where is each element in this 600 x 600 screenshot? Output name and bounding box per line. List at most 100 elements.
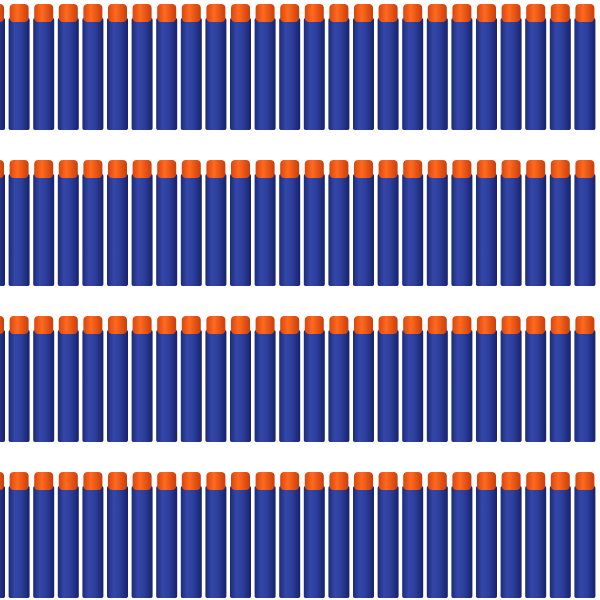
dart-body [254,486,276,598]
dart-cap [206,4,226,22]
dart-body [107,330,128,442]
dart-body [574,330,596,442]
dart-body [0,18,5,130]
dart-cap [108,160,127,178]
dart-body [82,330,104,442]
dart-cap [501,472,521,490]
dart-cap [157,4,177,22]
dart-cap [354,160,373,178]
dart-cap [9,160,29,178]
dart-body [574,486,596,598]
dart-body [353,486,374,598]
dart-cap [132,4,152,22]
dart-body [549,486,571,598]
dart-body [303,174,325,286]
dart-cap [280,316,300,334]
dart-body [476,330,497,442]
dart-cap [9,472,29,490]
dart-cap [34,316,54,334]
dart-cap [452,472,472,490]
dart-cap [501,316,521,334]
dart-cap [354,316,373,334]
dart-body [131,174,153,286]
dart-cap [58,472,78,490]
dart-cap [231,160,250,178]
dart-body [451,174,473,286]
dart-cap [452,160,472,178]
dart-cap [354,4,373,22]
dart-cap [9,316,29,334]
dart-body [82,18,104,130]
dart-cap [550,160,570,178]
dart-cap [427,472,447,490]
dart-cap [206,472,226,490]
dart-cap [304,472,324,490]
dart-body [451,486,473,598]
dart-cap [427,160,447,178]
dart-body [107,486,128,598]
dart-cap [304,160,324,178]
dart-cap [575,472,595,490]
dart-cap [255,160,275,178]
dart-body [377,486,399,598]
dart-cap [575,160,595,178]
dart-body [82,486,104,598]
dart-cap [378,472,398,490]
dart-body [254,174,276,286]
dart-cap [501,160,521,178]
dart-cap [526,472,546,490]
dart-cap [0,4,4,22]
dart-body [156,330,178,442]
dart-body [279,18,301,130]
dart-cap [206,160,226,178]
dart-body [500,486,522,598]
dart-cap [304,4,324,22]
dart-cap [34,4,54,22]
dart-body [500,330,522,442]
dart-body [57,174,79,286]
dart-body [377,330,399,442]
dart-cap [34,472,54,490]
dart-body [476,18,497,130]
dart-cap [378,316,398,334]
dart-cap [403,4,423,22]
dart-body [205,486,227,598]
dart-body [33,486,55,598]
dart-cap [181,316,201,334]
dart-body [426,18,448,130]
dart-cap [108,4,127,22]
dart-body [574,18,596,130]
dart-body [377,174,399,286]
dart-body [549,174,571,286]
dart-body [426,486,448,598]
dart-cap [108,472,127,490]
dart-cap [255,472,275,490]
dart-body [33,330,55,442]
dart-cap [206,316,226,334]
dart-body [328,18,350,130]
dart-body [180,486,202,598]
dart-body [353,18,374,130]
darts [0,4,596,598]
dart-cap [304,316,324,334]
dart-body [156,18,178,130]
dart-cap [181,472,201,490]
dart-body [525,486,547,598]
dart-body [353,330,374,442]
dart-body [180,174,202,286]
dart-cap [181,160,201,178]
dart-cap [526,316,546,334]
dart-body [230,486,251,598]
dart-cap [550,316,570,334]
dart-cap [108,316,127,334]
dart-body [33,18,55,130]
dart-cap [550,472,570,490]
dart-body [476,486,497,598]
dart-body [156,174,178,286]
dart-cap [477,4,496,22]
dart-body [549,330,571,442]
dart-body [57,330,79,442]
dart-body [328,330,350,442]
dart-cap [157,160,177,178]
dart-cap [427,4,447,22]
